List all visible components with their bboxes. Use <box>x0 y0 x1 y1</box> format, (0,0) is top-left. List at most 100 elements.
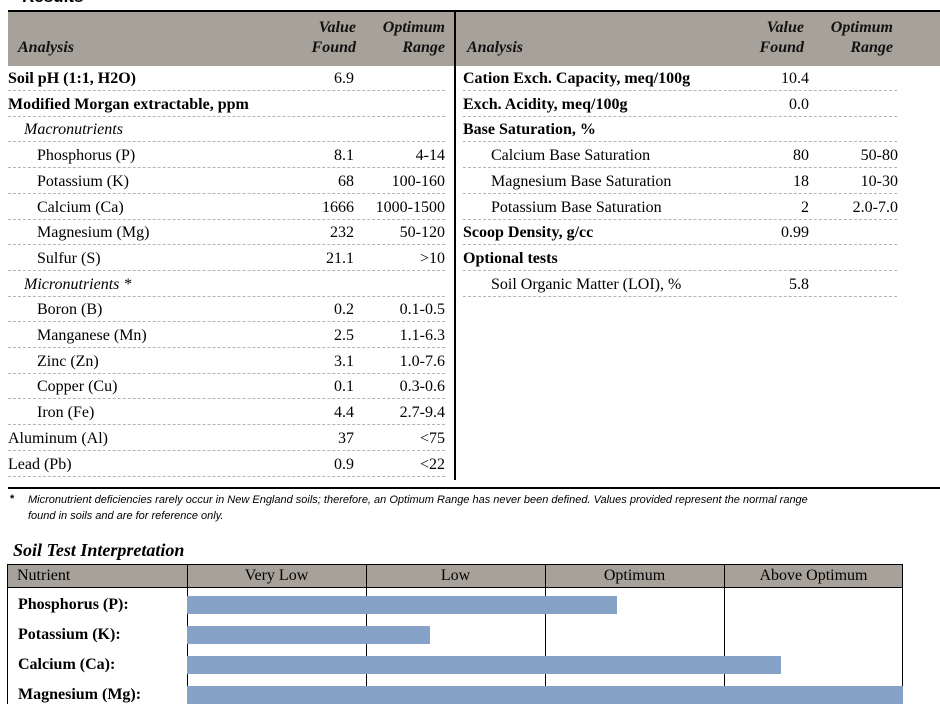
row-label: Magnesium Base Saturation <box>491 172 672 190</box>
column-header: Range <box>402 39 445 56</box>
row-divider <box>463 90 897 91</box>
optimum-range: 1.1-6.3 <box>399 327 445 344</box>
optimum-range: 50-120 <box>399 224 445 242</box>
table-rule <box>7 587 903 588</box>
row-label: Iron (Fe) <box>37 404 95 422</box>
section-title: Soil Test Interpretation <box>13 540 185 560</box>
optimum-range: 2.7-9.4 <box>399 404 445 422</box>
section-title: Results <box>22 0 83 6</box>
value-found: 37 <box>338 429 354 447</box>
value-found: 2 <box>801 198 809 216</box>
value-found: 0.0 <box>789 95 809 113</box>
column-header: Found <box>759 39 804 56</box>
optimum-range: 4-14 <box>415 147 445 165</box>
row-label: Exch. Acidity, meq/100g <box>463 95 628 113</box>
row-divider <box>8 475 445 477</box>
row-divider <box>8 218 445 220</box>
row-divider <box>463 269 897 271</box>
optimum-range: 0.3-0.6 <box>399 378 445 396</box>
row-divider <box>8 449 445 451</box>
optimum-range: <75 <box>419 429 445 447</box>
column-header: Optimum <box>603 567 666 584</box>
nutrient-label: Phosphorus (P): <box>18 596 129 613</box>
value-found: 0.9 <box>334 455 354 473</box>
row-divider <box>463 141 897 143</box>
column-header: Very Low <box>244 567 309 584</box>
row-divider <box>463 295 897 297</box>
footnote-text: found in soils and are for reference onl… <box>28 510 224 522</box>
column-header: Found <box>311 39 356 56</box>
optimum-range: 100-160 <box>391 172 445 190</box>
row-divider <box>463 244 897 246</box>
column-header: Analysis <box>18 39 75 56</box>
value-found: 2.5 <box>334 327 354 344</box>
footnote-text: Micronutrient deficiencies rarely occur … <box>28 494 808 506</box>
optimum-range: 0.1-0.5 <box>399 301 445 319</box>
optimum-range: 10-30 <box>860 172 898 190</box>
row-label: Macronutrients <box>24 121 123 139</box>
row-label: Manganese (Mn) <box>37 327 147 344</box>
row-label: Optional tests <box>463 249 558 267</box>
value-found: 4.4 <box>334 404 354 422</box>
row-label: Potassium (K) <box>37 172 129 190</box>
header-band <box>456 12 940 66</box>
row-divider <box>8 372 445 374</box>
row-divider <box>8 192 445 194</box>
value-found: 8.1 <box>334 147 354 165</box>
nutrient-label: Magnesium (Mg): <box>18 686 142 703</box>
level-bar <box>187 656 782 674</box>
row-divider <box>8 295 445 297</box>
column-header: Nutrient <box>17 567 71 584</box>
value-found: 10.4 <box>781 70 809 87</box>
level-bar <box>187 626 431 644</box>
divider <box>454 10 456 480</box>
value-found: 5.8 <box>789 275 809 293</box>
row-divider <box>8 244 445 246</box>
value-found: 18 <box>793 172 809 190</box>
value-found: 232 <box>330 224 354 242</box>
row-divider <box>463 115 897 117</box>
row-label: Micronutrients * <box>24 275 132 293</box>
row-label: Lead (Pb) <box>8 455 72 473</box>
row-divider <box>463 192 897 194</box>
optimum-range: 2.0-7.0 <box>852 198 898 216</box>
column-header: Range <box>850 39 893 56</box>
row-label: Calcium (Ca) <box>37 198 124 216</box>
optimum-range: 1000-1500 <box>375 198 445 216</box>
row-divider <box>8 141 445 143</box>
row-label: Boron (B) <box>37 301 103 319</box>
column-header: Low <box>440 567 471 584</box>
level-bar <box>187 596 617 614</box>
table-border <box>7 564 903 704</box>
column-rule <box>545 564 546 704</box>
value-found: 68 <box>338 172 354 190</box>
row-label: Scoop Density, g/cc <box>463 224 594 242</box>
row-label: Sulfur (S) <box>37 249 101 267</box>
value-found: 0.2 <box>334 301 354 319</box>
row-label: Cation Exch. Capacity, meq/100g <box>463 70 691 87</box>
row-divider <box>8 424 445 426</box>
row-label: Magnesium (Mg) <box>37 224 150 242</box>
optimum-range: >10 <box>419 249 445 267</box>
row-label: Soil pH (1:1, H2O) <box>8 70 137 87</box>
row-divider <box>8 167 445 169</box>
value-found: 80 <box>793 147 809 165</box>
row-label: Aluminum (Al) <box>8 429 108 447</box>
value-found: 0.99 <box>781 224 809 242</box>
column-header: Optimum <box>382 19 445 36</box>
row-label: Modified Morgan extractable, ppm <box>8 95 249 113</box>
rule <box>8 10 940 12</box>
column-header: Analysis <box>467 39 524 56</box>
row-label: Copper (Cu) <box>37 378 118 396</box>
column-header: Value <box>766 19 804 36</box>
header-row <box>7 564 903 587</box>
level-bar <box>187 686 903 704</box>
row-divider <box>463 218 897 220</box>
row-label: Soil Organic Matter (LOI), % <box>491 275 682 293</box>
header-band <box>8 12 454 66</box>
row-divider <box>8 115 445 117</box>
row-divider <box>8 347 445 348</box>
row-divider <box>8 398 445 400</box>
value-found: 21.1 <box>326 249 354 267</box>
